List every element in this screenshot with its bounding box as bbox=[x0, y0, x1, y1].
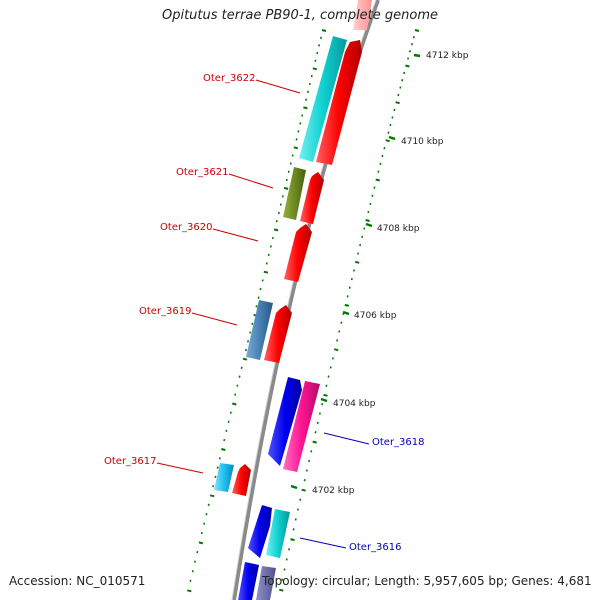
track-dot bbox=[232, 402, 237, 406]
gene-arrow-3622 bbox=[316, 40, 362, 165]
kbp-tick-label: 4706 kbp bbox=[354, 311, 397, 321]
label-leader bbox=[299, 537, 347, 549]
label-leader bbox=[323, 432, 370, 445]
accession-text: Accession: NC_010571 bbox=[9, 574, 146, 588]
track-dot bbox=[354, 260, 360, 264]
kbp-tick bbox=[342, 310, 350, 316]
kbp-tick-label: 4710 kbp bbox=[401, 137, 444, 147]
track-dot bbox=[290, 538, 295, 542]
track-dot bbox=[242, 357, 248, 361]
gene-arrow-cyan bbox=[299, 36, 347, 162]
track-dot bbox=[312, 67, 318, 71]
track-dot bbox=[405, 64, 410, 68]
gene-label[interactable]: Oter_3616 bbox=[349, 542, 402, 553]
track-dot bbox=[375, 178, 380, 182]
topology-text: Topology: circular; Length: 5,957,605 bp… bbox=[262, 574, 592, 588]
gene-arrow-3620 bbox=[284, 224, 312, 282]
track-dot bbox=[395, 101, 400, 105]
label-leader bbox=[212, 228, 259, 242]
track-dot bbox=[385, 139, 390, 143]
kbp-tick bbox=[388, 135, 396, 141]
kbp-tick-label: 4702 kbp bbox=[312, 486, 355, 496]
track-dot bbox=[333, 348, 339, 352]
gene-arrow-olive bbox=[283, 167, 306, 220]
track-dot bbox=[283, 186, 289, 190]
gene-label[interactable]: Oter_3620 bbox=[160, 222, 213, 233]
track-dot bbox=[263, 270, 269, 274]
track-dot bbox=[323, 393, 328, 397]
track-dot bbox=[344, 303, 350, 307]
gene-arrow-bottom-blue bbox=[238, 562, 259, 600]
kbp-tick bbox=[290, 484, 298, 490]
track-dot bbox=[273, 228, 279, 232]
gene-arrow-blue-2 bbox=[248, 505, 272, 558]
gene-arrow-top-forward bbox=[353, 0, 372, 30]
track-dot bbox=[365, 219, 370, 222]
gene-label[interactable]: Oter_3621 bbox=[176, 167, 229, 178]
track-dot bbox=[198, 541, 204, 545]
gene-arrow-3621 bbox=[300, 172, 324, 224]
label-leader bbox=[255, 79, 301, 94]
track-dot bbox=[221, 448, 226, 451]
kbp-tick-label: 4704 kbp bbox=[333, 399, 376, 409]
track-dot bbox=[414, 29, 420, 32]
gene-label[interactable]: Oter_3618 bbox=[372, 437, 425, 448]
kbp-tick-label: 4708 kbp bbox=[377, 224, 420, 234]
label-leader bbox=[156, 462, 204, 474]
kbp-tick bbox=[365, 222, 373, 228]
gene-label[interactable]: Oter_3619 bbox=[139, 306, 192, 317]
track-dot bbox=[209, 494, 215, 498]
track-dot bbox=[301, 488, 306, 492]
gene-arrow-sky bbox=[214, 463, 234, 492]
gene-labels: Oter_3622 Oter_3621 Oter_3620 Oter_3619 … bbox=[104, 73, 425, 553]
gene-label[interactable]: Oter_3617 bbox=[104, 456, 157, 467]
kbp-tick-label: 4712 kbp bbox=[426, 51, 469, 61]
track-dot bbox=[187, 589, 192, 593]
kbp-scale: 4712 kbp 4710 kbp 4708 kbp 4706 kbp 4704… bbox=[290, 51, 469, 496]
gene-label[interactable]: Oter_3622 bbox=[203, 73, 256, 84]
gene-arrow-3617 bbox=[232, 464, 251, 496]
track-dot bbox=[279, 588, 284, 592]
gene-track bbox=[214, 0, 372, 600]
genome-backbone-highlight bbox=[231, 0, 377, 600]
track-dot bbox=[312, 440, 317, 444]
label-leader bbox=[228, 173, 274, 189]
outer-tick-track bbox=[279, 29, 420, 592]
track-dot bbox=[303, 106, 308, 110]
kbp-tick bbox=[320, 397, 328, 403]
gene-arrow-bottom-slate bbox=[256, 566, 276, 600]
label-leader bbox=[191, 312, 238, 326]
track-dot bbox=[321, 29, 327, 32]
genome-backbone bbox=[232, 0, 380, 600]
map-title: Opitutus terrae PB90-1, complete genome bbox=[161, 8, 439, 23]
kbp-tick bbox=[413, 53, 421, 58]
gene-arrow-3619 bbox=[264, 305, 292, 363]
gene-arrow-steel bbox=[246, 300, 273, 360]
inner-tick-track bbox=[187, 29, 327, 593]
track-dot bbox=[293, 146, 299, 150]
gene-arrow-3618 bbox=[283, 381, 320, 472]
gene-arrow-3616 bbox=[266, 509, 290, 558]
gene-arrow-blue bbox=[268, 377, 302, 466]
